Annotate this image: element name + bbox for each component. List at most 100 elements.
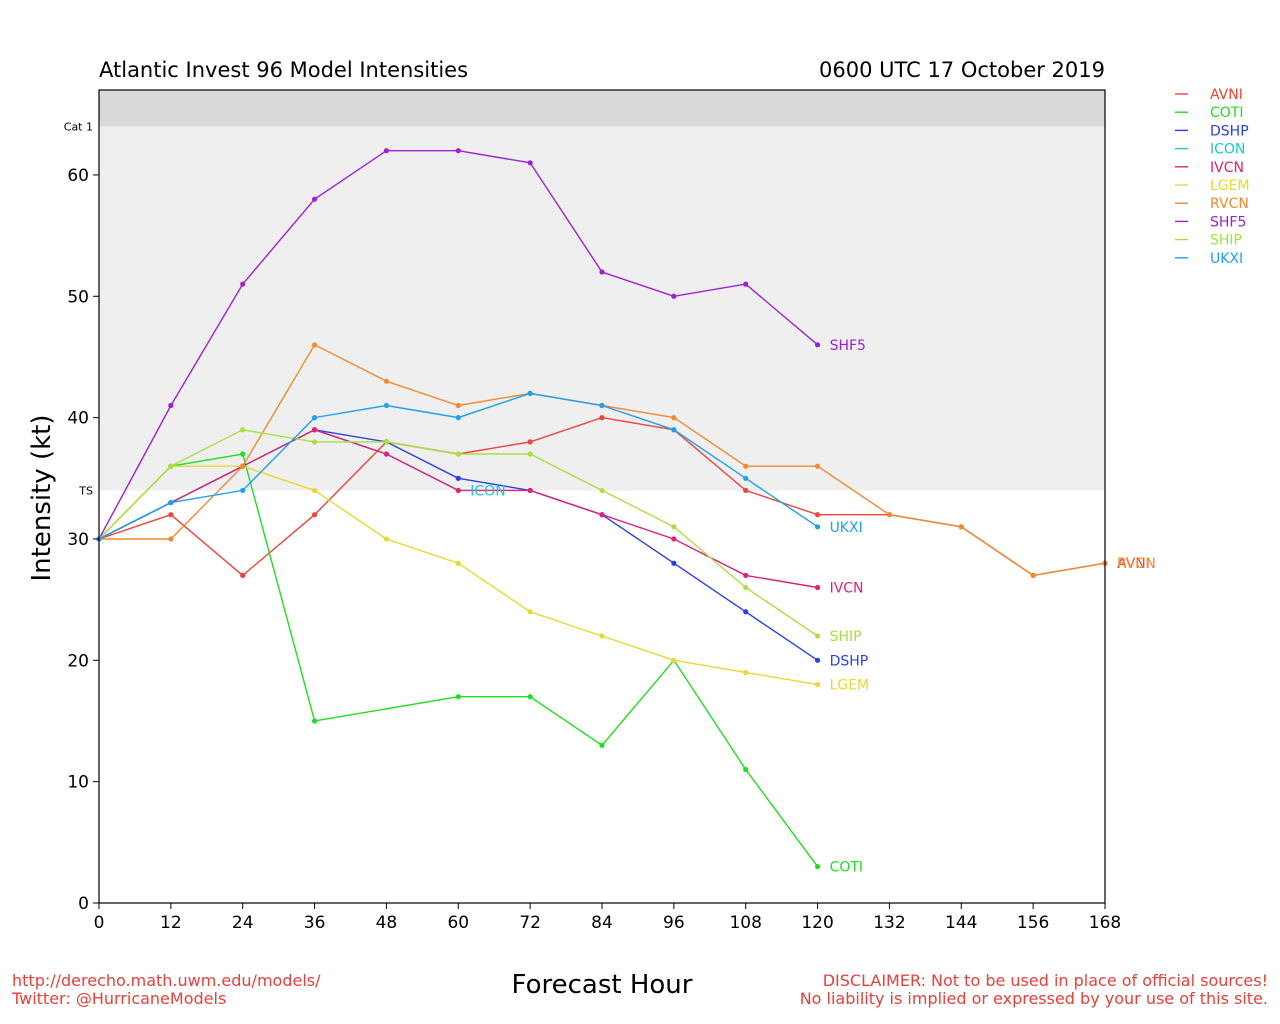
axis-ticks: 0 12 24 36 48 60 72 84 96 108 120 132 144 156 168 0 10 20… (67, 166, 1121, 933)
x-tick-label: 156 (1017, 913, 1049, 933)
data-point-ukxi (455, 415, 461, 421)
source-url-link[interactable]: http://derecho.math.uwm.edu/models/ (12, 971, 321, 990)
data-point-avni (599, 415, 605, 421)
legend-entry-ivcn: IVCN (1210, 160, 1244, 176)
data-point-rvcn (1030, 572, 1036, 578)
data-point-dshp (455, 475, 461, 481)
data-point-lgem (671, 657, 677, 663)
chart-title: Atlantic Invest 96 Model Intensities (99, 58, 469, 82)
data-point-lgem (455, 560, 461, 566)
data-point-ukxi (671, 427, 677, 433)
end-label-dshp: DSHP (830, 653, 869, 669)
data-point-ivcn (455, 487, 461, 494)
end-label-lgem: LGEM (830, 678, 870, 694)
data-point-rvcn (383, 378, 390, 384)
data-point-avni (814, 512, 821, 518)
data-point-rvcn (240, 463, 246, 469)
data-point-shf5 (743, 281, 749, 287)
legend-entry-avni: AVNI (1210, 87, 1243, 103)
data-point-rvcn (958, 524, 964, 530)
data-point-avni (311, 512, 318, 518)
y-tick-label: 30 (67, 530, 89, 550)
data-point-avni (527, 439, 533, 445)
legend-entry-coti: COTI (1210, 105, 1243, 121)
legend-entry-icon: ICON (1210, 142, 1245, 158)
x-tick-label: 24 (232, 913, 254, 933)
x-tick-label: 120 (801, 913, 833, 933)
data-point-avni (743, 487, 749, 494)
data-point-shf5 (311, 196, 318, 202)
data-point-rvcn (455, 402, 461, 409)
data-point-rvcn (311, 342, 318, 348)
data-point-shf5 (240, 281, 246, 287)
series-line-coti (98, 453, 819, 868)
data-point-rvcn (671, 415, 677, 421)
data-point-dshp (671, 560, 677, 566)
band-label-cat-1: Cat 1 (64, 120, 93, 133)
disclaimer-line-1: DISCLAIMER: Not to be used in place of o… (822, 971, 1268, 990)
y-tick-label: 60 (67, 166, 89, 186)
data-point-coti (311, 718, 318, 724)
band-cat-1 (99, 90, 1105, 127)
twitter-handle: Twitter: @HurricaneModels (12, 989, 227, 1008)
data-point-ship (671, 524, 677, 530)
data-point-coti (527, 694, 533, 700)
data-point-ship (240, 427, 246, 433)
x-tick-label: 132 (873, 913, 905, 933)
data-point-ivcn (311, 427, 318, 433)
data-point-lgem (814, 681, 821, 688)
x-tick-label: 144 (945, 913, 977, 933)
data-point-ship (527, 451, 533, 457)
data-point-coti (455, 694, 461, 700)
data-point-coti (814, 863, 821, 870)
data-point-ukxi (527, 390, 533, 396)
band-label-ts: TS (78, 484, 93, 497)
y-tick-label: 50 (67, 287, 89, 307)
end-label-avni: AVNI (1117, 556, 1150, 572)
data-point-ship (814, 633, 821, 639)
legend-entry-rvcn: RVCN (1210, 196, 1249, 212)
data-point-coti (599, 742, 605, 748)
x-tick-label: 0 (94, 913, 105, 933)
data-point-lgem (527, 609, 533, 615)
data-point-ship (743, 584, 749, 591)
data-point-shf5 (455, 148, 461, 154)
series-line-lgem (98, 465, 818, 686)
x-tick-label: 60 (447, 913, 469, 933)
end-label-icon: ICON (470, 483, 505, 499)
x-tick-label: 12 (160, 913, 182, 933)
legend-entry-dshp: DSHP (1210, 123, 1249, 139)
x-tick-label: 108 (729, 913, 761, 933)
data-point-ukxi (743, 475, 749, 481)
data-point-lgem (599, 633, 605, 639)
end-label-ship: SHIP (830, 629, 862, 645)
legend-entry-ukxi: UKXI (1210, 251, 1243, 267)
data-point-ukxi (599, 402, 605, 409)
data-point-ukxi (311, 415, 318, 421)
data-point-shf5 (599, 269, 605, 275)
intensity-bands: Cat 1 TS (64, 90, 1105, 497)
end-label-ivcn: IVCN (830, 581, 864, 597)
x-tick-label: 84 (591, 913, 613, 933)
end-label-coti: COTI (830, 860, 863, 876)
legend: AVNI COTI DSHP ICON IVCN LGEM RVCN SHF5 SHIP UKXI (1175, 87, 1250, 267)
y-axis-label: Intensity (kt) (27, 414, 57, 582)
data-point-ukxi (168, 499, 174, 506)
legend-entry-shf5: SHF5 (1210, 214, 1246, 230)
data-point-lgem (311, 487, 318, 494)
data-point-coti (240, 451, 246, 457)
data-point-ship (599, 487, 605, 494)
disclaimer-line-2: No liability is implied or expressed by … (799, 989, 1268, 1008)
data-point-shf5 (671, 293, 677, 299)
data-point-rvcn (814, 463, 821, 469)
data-point-dshp (814, 657, 821, 663)
footer-credits: http://derecho.math.uwm.edu/models/ Twit… (12, 972, 320, 1008)
data-point-shf5 (383, 148, 390, 154)
data-point-lgem (383, 536, 390, 542)
data-point-ship (383, 439, 390, 445)
x-tick-label: 72 (519, 913, 541, 933)
data-point-ship (168, 463, 174, 469)
data-point-ivcn (599, 512, 605, 518)
x-axis-label: Forecast Hour (511, 970, 693, 1000)
data-point-avni (168, 512, 174, 518)
